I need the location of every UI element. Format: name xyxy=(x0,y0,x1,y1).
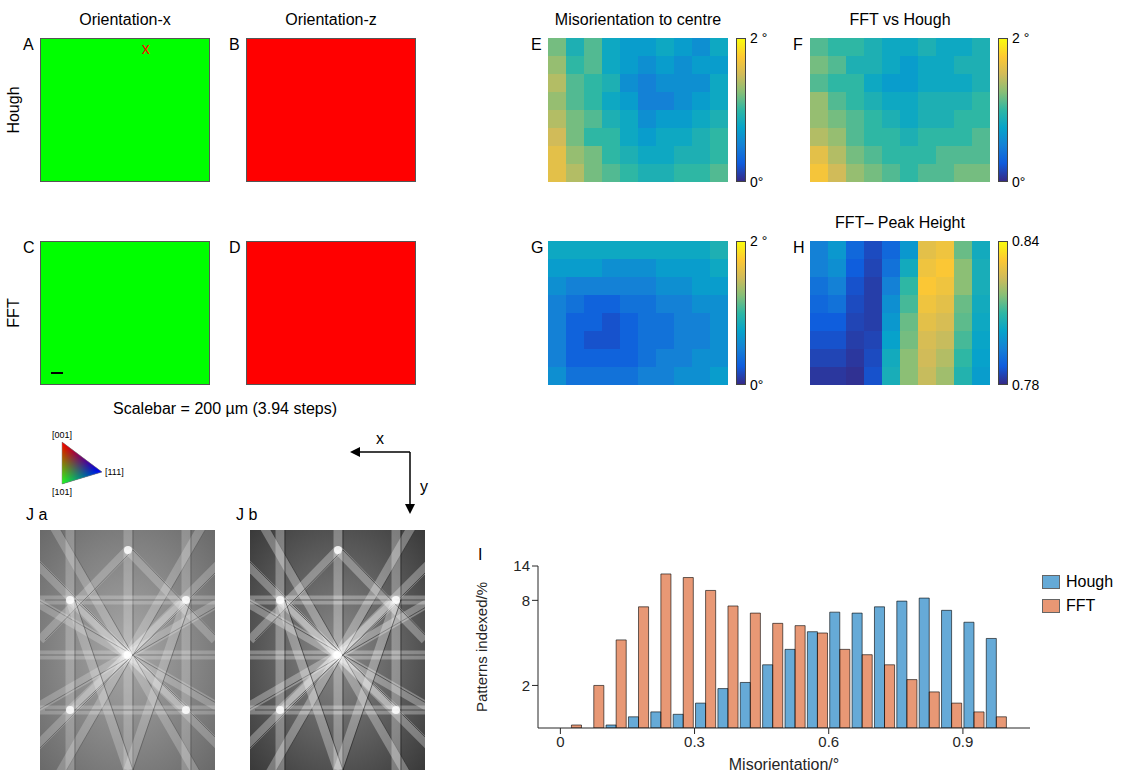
html-text:FFT vs Hough: FFT vs Hough xyxy=(849,11,951,28)
svg-text:8: 8 xyxy=(522,592,530,609)
html-text:A: A xyxy=(23,36,34,53)
html-text:H: H xyxy=(793,239,805,256)
html-text:Hough: Hough xyxy=(1066,573,1114,590)
html-text:G: G xyxy=(531,239,544,256)
html-text:FFT: FFT xyxy=(5,298,22,328)
svg-text:y: y xyxy=(420,478,428,495)
html-text:J a: J a xyxy=(26,506,48,523)
html-text:E: E xyxy=(531,36,542,53)
svg-text:Misorientation/°: Misorientation/° xyxy=(729,756,839,773)
html-text:Orientation-z: Orientation-z xyxy=(285,11,377,28)
html-text:F: F xyxy=(793,36,803,53)
html-text:J b: J b xyxy=(236,506,258,523)
svg-text:0: 0 xyxy=(556,733,564,750)
svg-text:[101]: [101] xyxy=(52,487,72,497)
html-text:x: x xyxy=(141,40,150,57)
html-text:2 °: 2 ° xyxy=(1012,30,1030,46)
html-text:D: D xyxy=(229,239,241,256)
svg-text:[001]: [001] xyxy=(52,430,72,440)
svg-text:x: x xyxy=(376,430,384,447)
html-text:Misorientation to centre: Misorientation to centre xyxy=(554,11,722,28)
svg-text:0.9: 0.9 xyxy=(952,733,973,750)
html-text:C: C xyxy=(23,239,35,256)
html-text:0.84: 0.84 xyxy=(1012,233,1040,249)
svg-text:[111]: [111] xyxy=(105,467,124,477)
html-text:0°: 0° xyxy=(1012,174,1026,190)
html-text:Orientation-x: Orientation-x xyxy=(79,11,171,28)
html-text:2 °: 2 ° xyxy=(750,233,768,249)
svg-text:2: 2 xyxy=(522,677,530,694)
html-text:B: B xyxy=(229,36,240,53)
svg-text:0.3: 0.3 xyxy=(684,733,705,750)
svg-text:14: 14 xyxy=(513,557,530,574)
html-text:Scalebar = 200 µm (3.94 steps): Scalebar = 200 µm (3.94 steps) xyxy=(113,400,337,417)
html-text:0°: 0° xyxy=(750,174,764,190)
html-text:2 °: 2 ° xyxy=(750,30,768,46)
html-text:Hough: Hough xyxy=(5,86,22,134)
svg-text:Patterns indexed/%: Patterns indexed/% xyxy=(473,582,490,712)
html-text:FFT– Peak Height: FFT– Peak Height xyxy=(835,214,965,231)
html-text:0.78: 0.78 xyxy=(1012,377,1040,393)
html-text:FFT: FFT xyxy=(1066,597,1096,614)
html-text:0°: 0° xyxy=(750,377,764,393)
html-text:I: I xyxy=(478,546,483,563)
svg-text:0.6: 0.6 xyxy=(818,733,839,750)
